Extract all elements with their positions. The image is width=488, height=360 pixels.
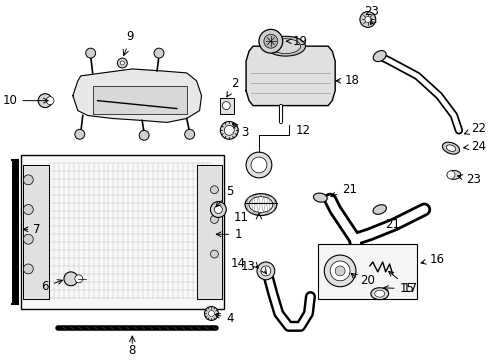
Circle shape (139, 130, 149, 140)
Text: 21: 21 (384, 218, 399, 231)
Ellipse shape (244, 194, 276, 216)
Text: 9: 9 (126, 30, 134, 43)
Bar (220, 98, 234, 113)
Ellipse shape (265, 36, 305, 56)
Bar (318, 244, 416, 298)
Circle shape (117, 58, 127, 68)
Text: 23: 23 (457, 173, 480, 186)
Circle shape (245, 152, 271, 178)
Circle shape (85, 48, 96, 58)
Circle shape (23, 264, 33, 274)
Circle shape (210, 186, 218, 194)
Text: 7: 7 (23, 223, 41, 236)
Ellipse shape (374, 290, 384, 297)
Polygon shape (23, 165, 49, 298)
Text: 15: 15 (383, 282, 413, 295)
Circle shape (210, 250, 218, 258)
Polygon shape (245, 46, 334, 105)
Text: 20: 20 (359, 274, 374, 287)
Ellipse shape (270, 39, 300, 54)
Text: 12: 12 (295, 124, 310, 137)
Text: 5: 5 (216, 185, 233, 207)
Text: 3: 3 (232, 123, 248, 139)
Text: 19: 19 (286, 35, 307, 48)
Ellipse shape (372, 51, 386, 62)
Circle shape (23, 234, 33, 244)
Circle shape (214, 206, 222, 213)
Text: 21: 21 (330, 183, 356, 197)
Circle shape (261, 266, 270, 276)
Circle shape (38, 94, 52, 108)
Circle shape (364, 17, 370, 22)
Circle shape (264, 34, 277, 48)
Circle shape (208, 310, 214, 316)
Text: 11: 11 (234, 211, 248, 224)
Circle shape (257, 262, 274, 280)
Bar (21, 155, 224, 309)
Ellipse shape (370, 288, 388, 300)
Circle shape (154, 48, 163, 58)
Circle shape (250, 157, 266, 173)
Circle shape (75, 129, 84, 139)
Text: 24: 24 (463, 140, 485, 153)
Circle shape (184, 129, 194, 139)
Text: 16: 16 (420, 252, 443, 266)
Text: 4: 4 (215, 312, 233, 325)
Text: 6: 6 (41, 280, 62, 293)
Polygon shape (196, 165, 222, 298)
Ellipse shape (446, 145, 455, 152)
Circle shape (204, 306, 218, 320)
Circle shape (120, 61, 124, 65)
Circle shape (46, 97, 54, 105)
Circle shape (446, 171, 454, 179)
Ellipse shape (442, 142, 459, 154)
Circle shape (224, 125, 234, 135)
Ellipse shape (446, 170, 460, 179)
Text: 23: 23 (364, 5, 379, 18)
Text: 2: 2 (226, 77, 238, 97)
Circle shape (64, 272, 78, 286)
Text: 22: 22 (464, 122, 485, 135)
Circle shape (334, 266, 345, 276)
Circle shape (210, 202, 226, 217)
Text: 17: 17 (388, 271, 417, 295)
Circle shape (23, 204, 33, 215)
Text: 18: 18 (335, 75, 359, 87)
Circle shape (359, 12, 375, 27)
Ellipse shape (372, 205, 386, 214)
Text: 14: 14 (231, 257, 245, 270)
Polygon shape (73, 69, 201, 122)
Bar (92, 86, 186, 113)
Circle shape (222, 102, 230, 109)
Circle shape (23, 175, 33, 185)
Circle shape (329, 261, 349, 281)
Text: 8: 8 (128, 343, 136, 357)
Circle shape (324, 255, 355, 287)
Circle shape (259, 30, 282, 53)
Ellipse shape (313, 193, 326, 202)
Circle shape (220, 121, 238, 139)
Ellipse shape (248, 197, 272, 212)
Text: 13: 13 (241, 260, 255, 274)
Circle shape (210, 216, 218, 224)
Circle shape (75, 275, 82, 283)
Text: 10: 10 (2, 94, 48, 107)
Text: 1: 1 (216, 228, 241, 241)
